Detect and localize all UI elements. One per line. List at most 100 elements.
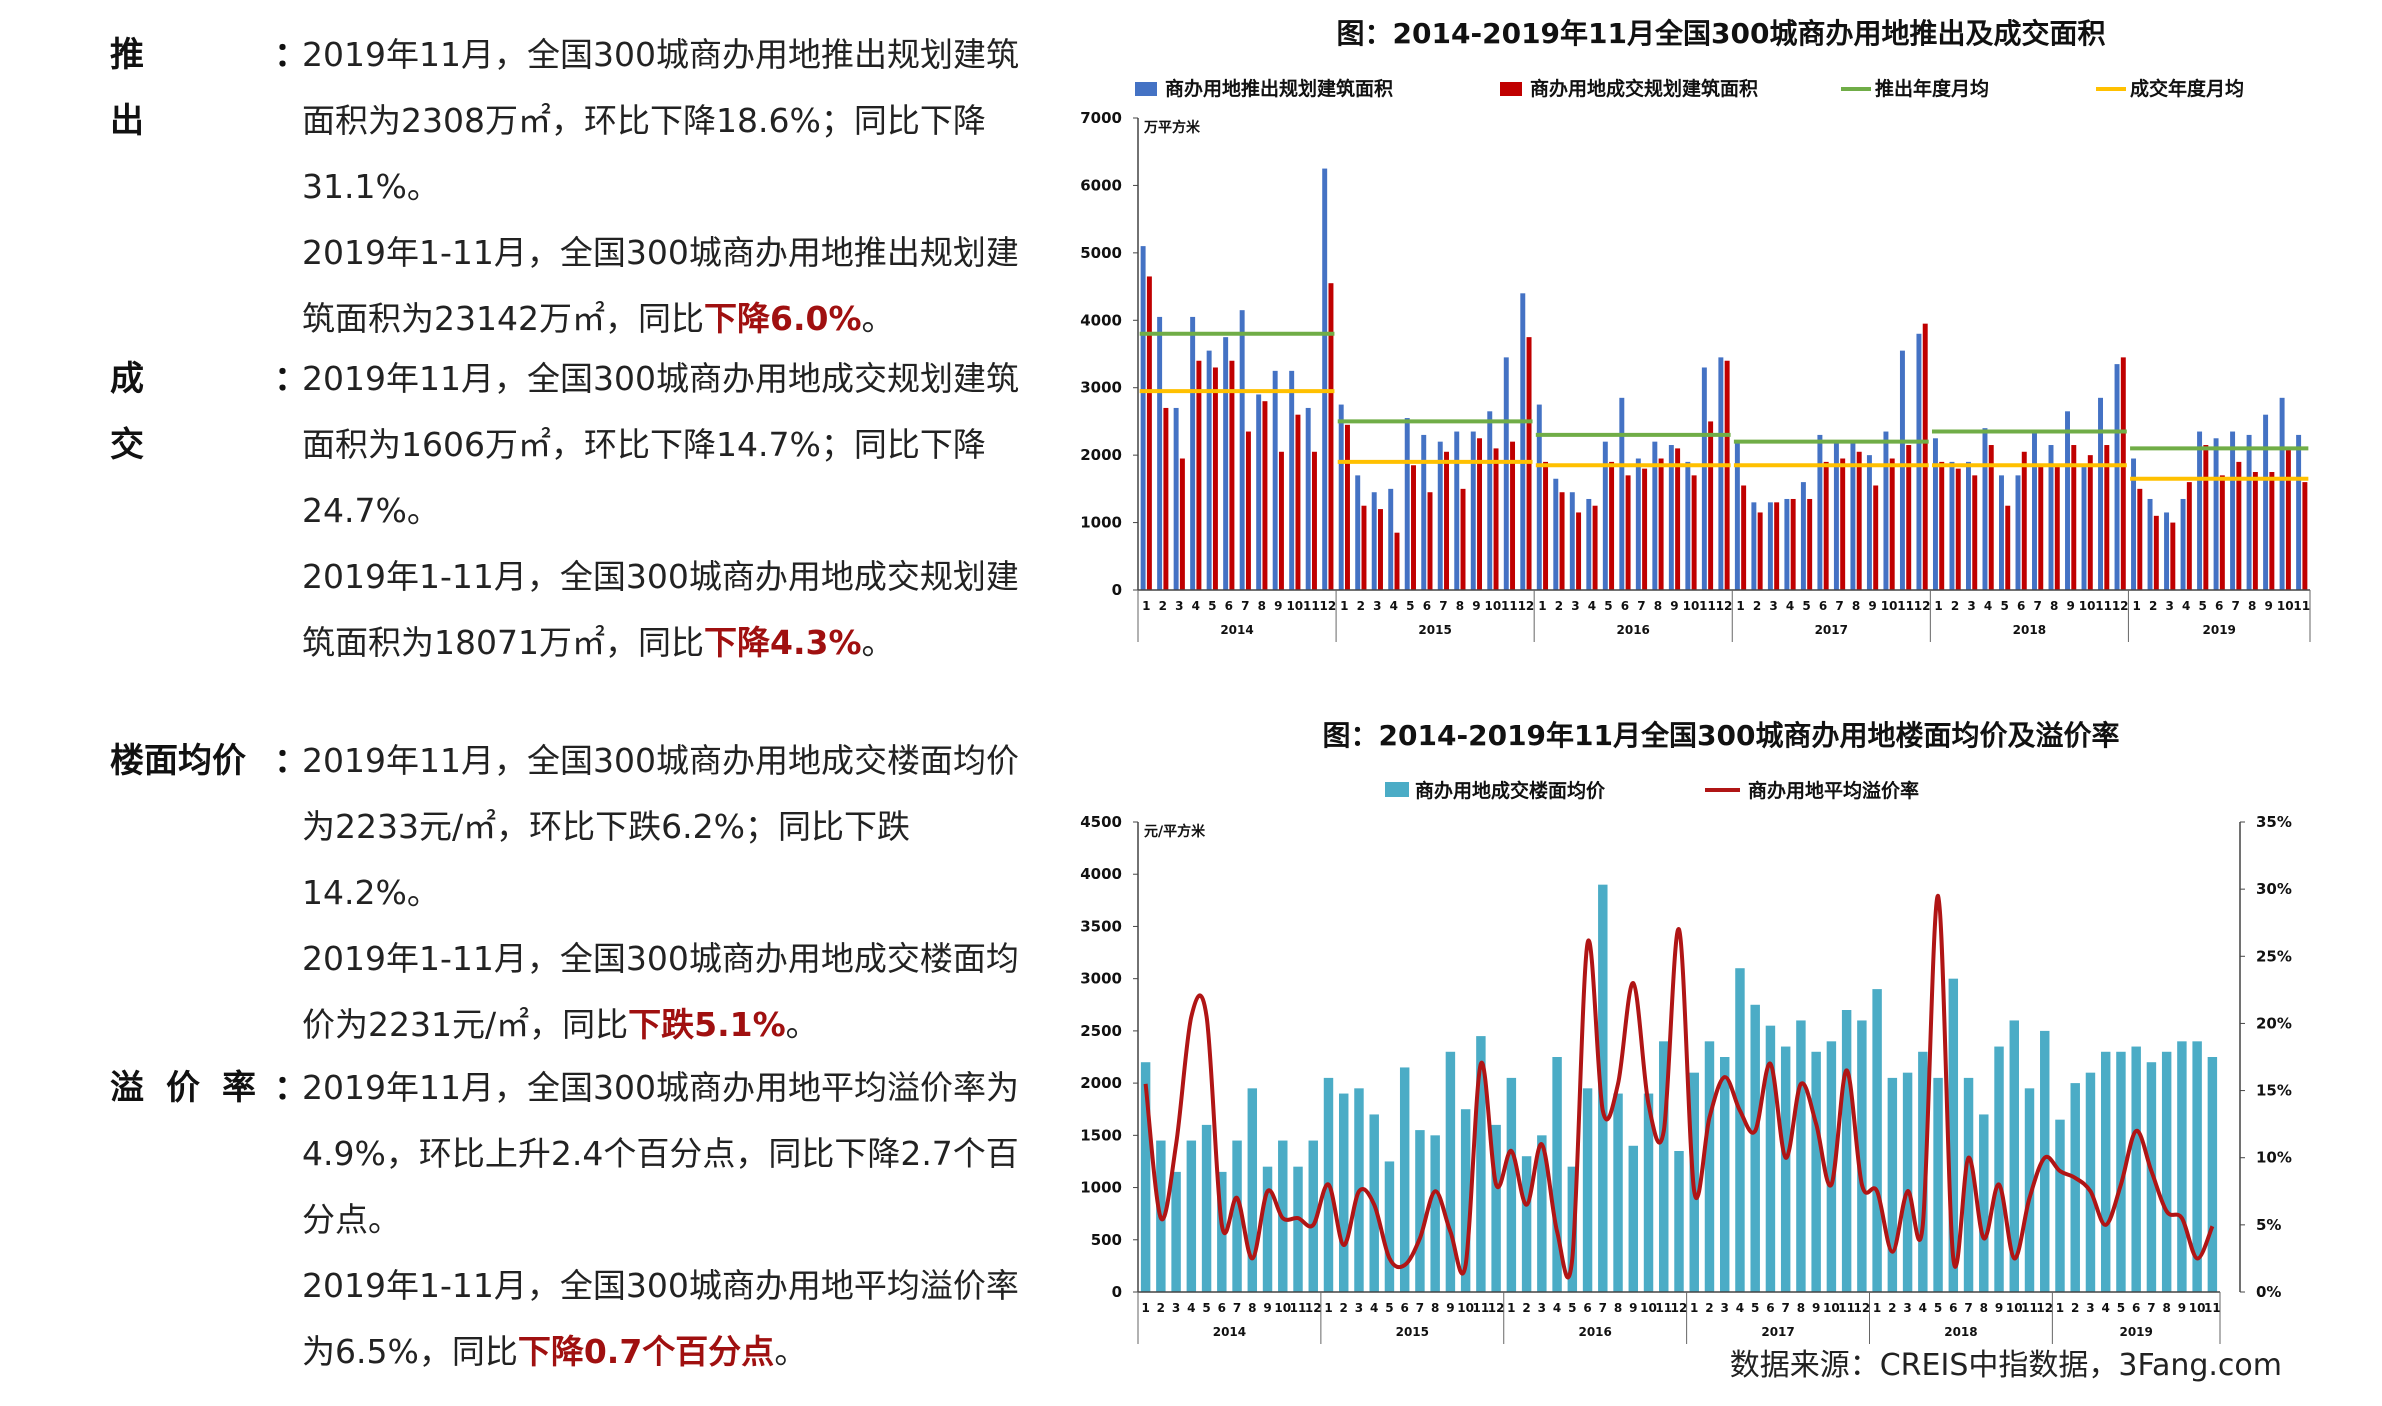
chart1-month-tick-label: 11 (1303, 599, 1320, 613)
section-label: 推出 ： (110, 22, 308, 154)
chart1-month-tick-label: 1 (1538, 599, 1546, 613)
chart1-month-tick-label: 9 (1670, 599, 1678, 613)
chart2-bar-price (1735, 968, 1745, 1292)
chart1-bar-deal (2170, 522, 2176, 590)
chart2-month-tick-label: 12 (1305, 1301, 1322, 1315)
chart2-month-tick-label: 6 (1583, 1301, 1591, 1315)
chart2-premium-rate-line (1143, 893, 2215, 1280)
chart2-bar-price (1857, 1020, 1867, 1292)
chart1-month-tick-label: 3 (1175, 599, 1183, 613)
chart1-bar-supply (1999, 475, 2004, 590)
highlight-text: 下跌5.1% (628, 1005, 786, 1044)
section-label-colon: ： (274, 1068, 308, 1108)
paragraph: 2019年11月，全国300城商办用地平均溢价率为4.9%，环比上升2.4个百分… (302, 1055, 1022, 1253)
chart1-bar-supply (1421, 434, 1427, 590)
chart2-bar-price (1994, 1046, 2004, 1292)
chart1-month-tick-label: 7 (1835, 599, 1843, 613)
chart1-bar-deal (1939, 461, 1945, 590)
chart1-bar-supply (1685, 461, 1691, 590)
chart2-bar-price (1918, 1051, 1928, 1292)
chart2-bar-price (1750, 1004, 1760, 1292)
chart1-bar-supply (1157, 316, 1163, 590)
chart1-bar-supply (1289, 370, 1295, 590)
chart1-month-tick-label: 5 (1406, 599, 1414, 613)
chart1-bar-supply (2213, 438, 2219, 590)
chart1-month-tick-label: 12 (1914, 599, 1931, 613)
chart1-month-tick-label: 10 (2079, 599, 2096, 613)
chart1-bar-supply (1701, 367, 1707, 590)
chart1-legend-swatch (1135, 82, 1157, 96)
chart2-y-tick-label: 3000 (1080, 970, 1122, 988)
chart2-y2-tick-label: 5% (2256, 1216, 2281, 1234)
chart2-y-tick-label: 0 (1112, 1283, 1122, 1301)
chart1-y-tick-label: 7000 (1080, 109, 1122, 127)
paragraph: 2019年1-11月，全国300城商办用地推出规划建筑面积为23142万㎡，同比… (302, 220, 1022, 352)
charts-panel: 图：2014-2019年11月全国300城商办用地推出及成交面积 商办用地推出规… (1060, 0, 2382, 1406)
chart1-bar-deal (1212, 367, 1218, 590)
chart1-month-tick-label: 8 (1852, 599, 1860, 613)
chart1-bar-deal (1741, 485, 1747, 590)
chart2-bar-price (1659, 1041, 1669, 1292)
chart1-month-tick-label: 5 (1604, 599, 1612, 613)
chart2-month-tick-label: 1 (1507, 1301, 1515, 1315)
chart1-bar-supply (1140, 246, 1146, 590)
section-label-colon: ： (274, 741, 308, 781)
chart2-bar-price (2024, 1088, 2035, 1292)
chart2-bar-price (2085, 1072, 2096, 1292)
chart2-month-tick-label: 6 (1949, 1301, 1957, 1315)
chart1-month-tick-label: 6 (1819, 599, 1827, 613)
highlight-text: 下降0.7个百分点 (517, 1332, 775, 1371)
chart1-bar-supply (2065, 411, 2070, 590)
chart1-bar-supply (1635, 458, 1641, 590)
chart1-legend-label: 商办用地成交规划建筑面积 (1530, 77, 1758, 100)
chart1-month-tick-label: 1 (1934, 599, 1942, 613)
chart1-bar-supply (1767, 502, 1773, 590)
chart1-bar-supply (2131, 458, 2137, 590)
chart2-y2-tick-label: 30% (2256, 880, 2292, 898)
chart2-bar-price (1476, 1036, 1486, 1292)
chart2-month-tick-label: 7 (1599, 1301, 1607, 1315)
chart2-month-tick-label: 5 (1385, 1301, 1393, 1315)
chart1-bar-supply (1586, 498, 1592, 590)
section-body: 2019年11月，全国300城商办用地平均溢价率为4.9%，环比上升2.4个百分… (302, 1055, 1022, 1385)
chart1-bar-supply (1850, 441, 1856, 590)
chart1-month-tick-label: 8 (1258, 599, 1266, 613)
paragraph-text: 2019年11月，全国300城商办用地成交楼面均价为2233元/㎡，环比下跌6.… (302, 741, 1019, 912)
chart2-bar-price (2116, 1051, 2126, 1292)
chart2-bar-price (1598, 884, 1608, 1292)
chart1-bar-deal (1592, 505, 1598, 590)
chart1-month-tick-label: 10 (2277, 599, 2294, 613)
chart2-month-tick-label: 7 (1416, 1301, 1424, 1315)
chart1-month-tick-label: 7 (1439, 599, 1447, 613)
chart2-y2-tick-label: 35% (2256, 813, 2292, 831)
chart1-bar-supply (1388, 488, 1394, 590)
chart1-bar-supply (2048, 445, 2054, 590)
chart2-month-tick-label: 4 (1370, 1301, 1378, 1315)
chart1-bar-supply (1338, 404, 1344, 590)
chart2-month-tick-label: 10 (1640, 1301, 1657, 1315)
paragraph-text: 2019年1-11月，全国300城商办用地平均溢价率为6.5%，同比 (302, 1266, 1019, 1371)
chart1-bar-supply (2279, 397, 2285, 590)
chart1-bar-deal (2005, 505, 2011, 590)
chart1-month-tick-label: 4 (1786, 599, 1794, 613)
chart2-bar-price (1430, 1135, 1440, 1292)
chart1-year-tick-label: 2018 (2013, 623, 2046, 637)
chart1-bar-deal (1576, 512, 1582, 590)
chart2-month-tick-label: 5 (1568, 1301, 1576, 1315)
chart2-y-tick-label: 2500 (1080, 1022, 1122, 1040)
chart1-bar-supply (2015, 475, 2021, 590)
paragraph: 2019年11月，全国300城商办用地成交规划建筑面积为1606万㎡，环比下降1… (302, 346, 1022, 544)
chart2-month-tick-label: 4 (1187, 1301, 1195, 1315)
chart1-bar-deal (2153, 515, 2159, 590)
chart1-month-tick-label: 11 (1897, 599, 1914, 613)
chart2-bar-price (1963, 1077, 1974, 1292)
chart1-month-tick-label: 9 (1274, 599, 1282, 613)
chart1-bar-supply (1190, 316, 1196, 590)
paragraph: 2019年1-11月，全国300城商办用地平均溢价率为6.5%，同比下降0.7个… (302, 1253, 1022, 1385)
chart1-month-tick-label: 1 (1340, 599, 1348, 613)
chart1-month-tick-label: 12 (1319, 599, 1336, 613)
chart2-bar-price (1445, 1051, 1456, 1292)
chart2-month-tick-label: 8 (1980, 1301, 1988, 1315)
chart1-bar-supply (2296, 434, 2302, 590)
chart2-y2-tick-label: 25% (2256, 947, 2292, 965)
